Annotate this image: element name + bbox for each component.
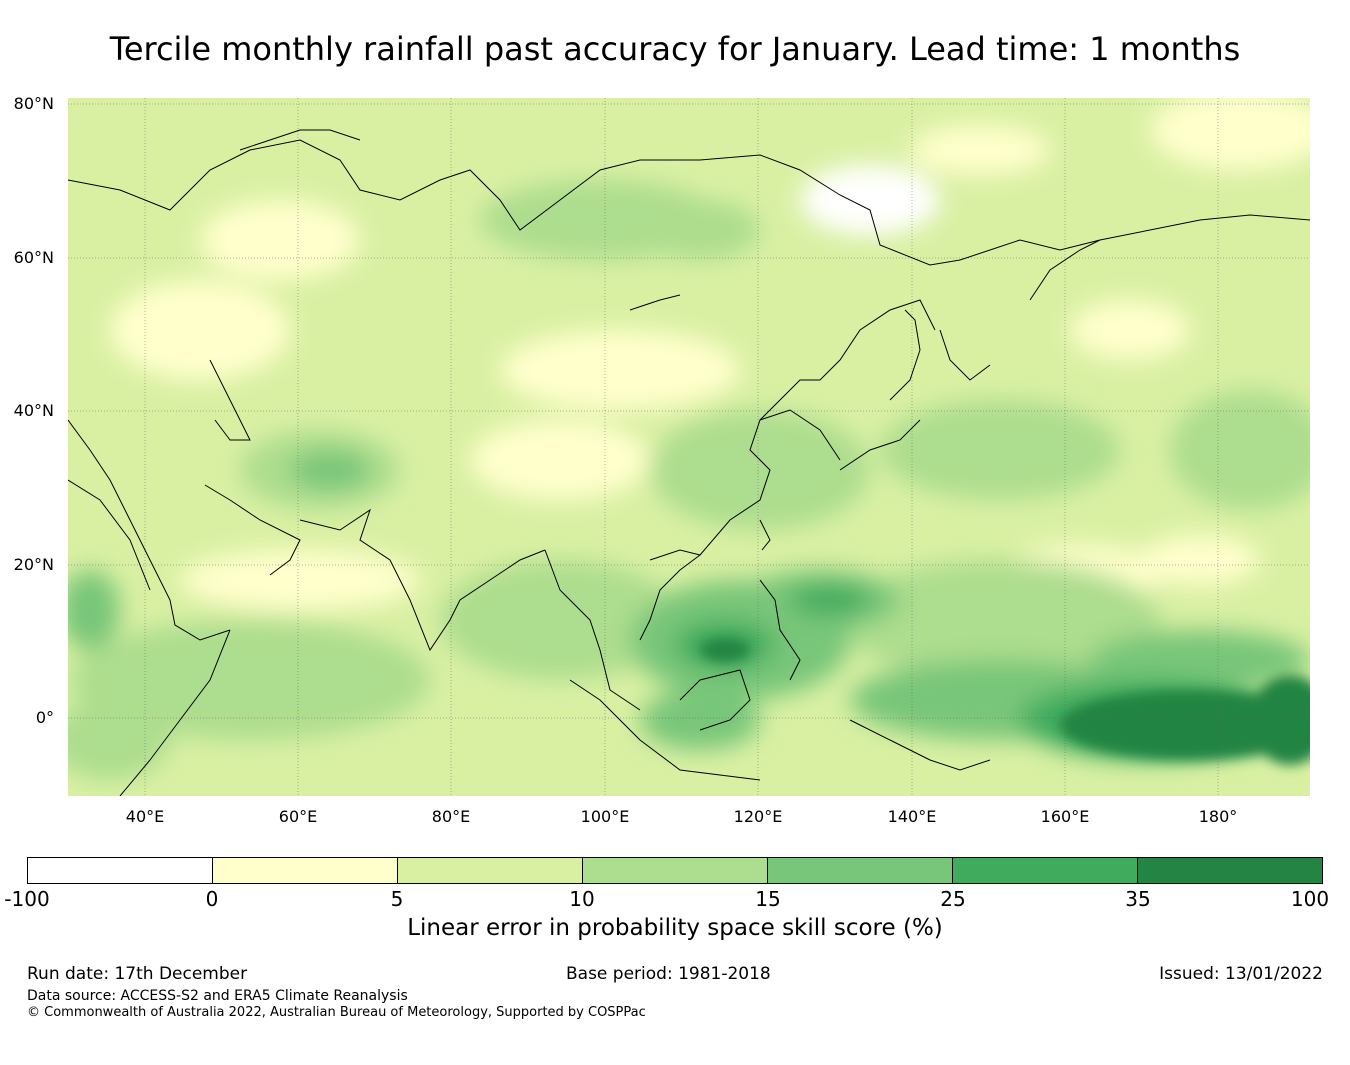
colorbar-tick: 35 <box>1125 887 1151 911</box>
colorbar <box>27 857 1323 884</box>
lon-label-140e: 140°E <box>887 807 937 826</box>
graticule <box>68 98 1310 796</box>
colorbar-tick: 100 <box>1290 887 1330 911</box>
run-date: Run date: 17th December <box>27 964 248 984</box>
colorbar-tick: 5 <box>390 887 404 911</box>
lat-label-40n: 40°N <box>13 401 54 420</box>
colorbar-segment <box>768 858 953 883</box>
lon-label-80e: 80°E <box>431 807 471 826</box>
colorbar-tick: 25 <box>940 887 966 911</box>
colorbar-tick: 10 <box>569 887 595 911</box>
colorbar-segment <box>1138 858 1322 883</box>
colorbar-tick: 15 <box>755 887 781 911</box>
lon-label-180: 180° <box>1198 807 1238 826</box>
lat-label-0: 0° <box>35 708 54 727</box>
lon-label-100e: 100°E <box>580 807 630 826</box>
lon-label-40e: 40°E <box>125 807 165 826</box>
copyright: © Commonwealth of Australia 2022, Austra… <box>27 1005 646 1020</box>
chart-title: Tercile monthly rainfall past accuracy f… <box>109 30 1241 68</box>
colorbar-segment <box>28 858 213 883</box>
data-source: Data source: ACCESS-S2 and ERA5 Climate … <box>27 988 408 1004</box>
lon-label-60e: 60°E <box>278 807 318 826</box>
colorbar-tick: 0 <box>205 887 219 911</box>
lat-label-60n: 60°N <box>13 248 54 267</box>
lon-label-160e: 160°E <box>1040 807 1090 826</box>
coastlines <box>68 129 1310 796</box>
lat-label-20n: 20°N <box>13 555 54 574</box>
skill-field <box>68 98 1310 796</box>
colorbar-segment <box>583 858 768 883</box>
colorbar-label: Linear error in probability space skill … <box>407 915 943 941</box>
colorbar-segment <box>398 858 583 883</box>
colorbar-tick: -100 <box>4 887 50 911</box>
base-period: Base period: 1981-2018 <box>566 964 771 984</box>
colorbar-segment <box>213 858 398 883</box>
issued-date: Issued: 13/01/2022 <box>1159 964 1323 984</box>
lat-label-80n: 80°N <box>13 94 54 113</box>
colorbar-segment <box>953 858 1138 883</box>
lon-label-120e: 120°E <box>733 807 783 826</box>
